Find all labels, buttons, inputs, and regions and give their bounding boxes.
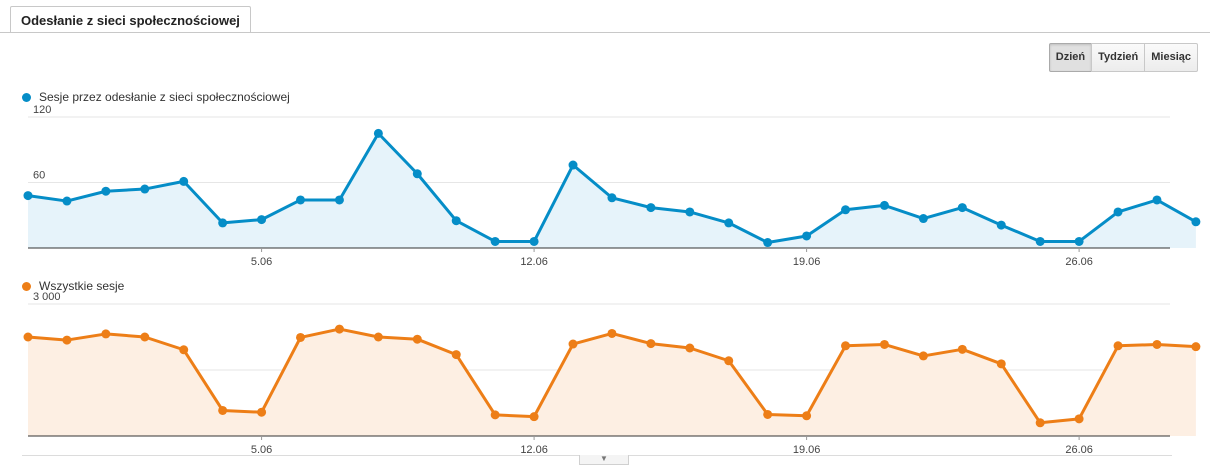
sessions-all-data-point (802, 411, 812, 421)
sessions-social-y-tick-label: 60 (33, 170, 45, 182)
tab-social-referral[interactable]: Odesłanie z sieci społecznościowej (10, 6, 251, 33)
sessions-all-data-point (101, 329, 111, 339)
sessions-social-data-point (490, 236, 500, 246)
legend-dot-icon (22, 92, 31, 102)
sessions-social-data-point (218, 218, 228, 228)
sessions-social-data-point (62, 196, 72, 206)
sessions-all-data-point (412, 334, 422, 344)
sessions-social-x-tick-label: 5.06 (251, 256, 272, 268)
sessions-all-x-tick-label: 12.06 (520, 444, 548, 456)
sessions-all-data-point (334, 324, 344, 334)
day-button[interactable]: Dzień (1048, 43, 1093, 72)
sessions-all-data-point (373, 332, 383, 342)
sessions-social-data-point (1152, 195, 1162, 205)
sessions-all-x-tick-label: 26.06 (1065, 444, 1093, 456)
sessions-social-x-tick-label: 12.06 (520, 256, 548, 268)
sessions-all-data-point (607, 328, 617, 338)
sessions-social-y-tick-label: 120 (33, 104, 51, 116)
sessions-social-data-point (101, 186, 111, 196)
sessions-social-data-point (841, 205, 851, 215)
sessions-social-data-point (724, 218, 734, 228)
sessions-social-data-point (1113, 207, 1123, 217)
sessions-all-data-point (529, 412, 539, 422)
sessions-social-area (28, 133, 1196, 248)
sessions-all-data-point (218, 405, 228, 415)
sessions-all-data-point (1152, 339, 1162, 349)
sessions-social-data-point (802, 231, 812, 241)
sessions-social-data-point (451, 216, 461, 226)
sessions-social-data-point (568, 160, 578, 170)
sessions-social-data-point (1074, 236, 1084, 246)
sessions-all-data-point (1074, 414, 1084, 424)
month-button[interactable]: Miesiąc (1144, 43, 1198, 72)
sessions-social-x-tick-label: 19.06 (793, 256, 821, 268)
sessions-all-data-point (62, 335, 72, 345)
sessions-all-data-point (490, 410, 500, 420)
sessions-all-data-point (451, 350, 461, 360)
legend-label-series-1: Sesje przez odesłanie z sieci społecznoś… (39, 90, 290, 104)
sessions-all-data-point (140, 332, 150, 342)
sessions-all-data-point (23, 332, 33, 342)
sessions-social-data-point (296, 195, 306, 205)
sessions-social-data-point (529, 236, 539, 246)
sessions-social-data-point (879, 200, 889, 210)
sessions-social-data-point (179, 176, 189, 186)
sessions-all-data-point (1035, 418, 1045, 428)
sessions-social-data-point (646, 203, 656, 213)
sessions-all-data-point (1113, 341, 1123, 351)
legend-dot-icon (22, 281, 31, 291)
week-button[interactable]: Tydzień (1091, 43, 1146, 72)
sessions-all-data-point (841, 341, 851, 351)
sessions-all-data-point (724, 356, 734, 366)
sessions-all-y-tick-label: 3 000 (33, 291, 61, 303)
sessions-all-data-point (763, 409, 773, 419)
sessions-all-data-point (179, 345, 189, 355)
sessions-social-data-point (334, 195, 344, 205)
sessions-social-data-point (23, 191, 33, 201)
sessions-social-data-point (607, 193, 617, 203)
sessions-social-data-point (140, 184, 150, 194)
sessions-all-data-point (957, 344, 967, 354)
sessions-social-data-point (957, 203, 967, 213)
period-button-group: Dzień Tydzień Miesiąc (1048, 43, 1198, 72)
sessions-all-data-point (918, 351, 928, 361)
sessions-social-data-point (763, 238, 773, 248)
sessions-social-data-point (918, 214, 928, 224)
sessions-all-data-point (257, 407, 267, 417)
chevron-down-icon: ▼ (600, 454, 608, 463)
expand-chart-button[interactable]: ▼ (579, 455, 629, 465)
sessions-social-data-point (685, 207, 695, 217)
sessions-all-data-point (296, 332, 306, 342)
legend-label-series-2: Wszystkie sesje (39, 279, 125, 293)
sessions-all-x-tick-label: 19.06 (793, 444, 821, 456)
sessions-social-data-point (1035, 236, 1045, 246)
sessions-all-data-point (996, 359, 1006, 369)
sessions-all-data-point (879, 339, 889, 349)
sessions-social-data-point (257, 215, 267, 225)
tab-bar: Odesłanie z sieci społecznościowej (0, 0, 1210, 33)
sessions-social-data-point (1191, 217, 1201, 227)
sessions-social-data-point (996, 220, 1006, 230)
sessions-all-data-point (568, 339, 578, 349)
legend-series-1: Sesje przez odesłanie z sieci społecznoś… (22, 90, 290, 104)
sessions-all-area (28, 329, 1196, 436)
tab-divider (0, 32, 1210, 33)
legend-series-2: Wszystkie sesje (22, 279, 124, 293)
sessions-all-x-tick-label: 5.06 (251, 444, 272, 456)
sessions-all-data-point (1191, 342, 1201, 352)
sessions-social-data-point (412, 169, 422, 179)
sessions-social-x-tick-label: 26.06 (1065, 256, 1093, 268)
sessions-all-data-point (646, 339, 656, 349)
sessions-all-data-point (685, 343, 695, 353)
sessions-social-data-point (373, 128, 383, 138)
